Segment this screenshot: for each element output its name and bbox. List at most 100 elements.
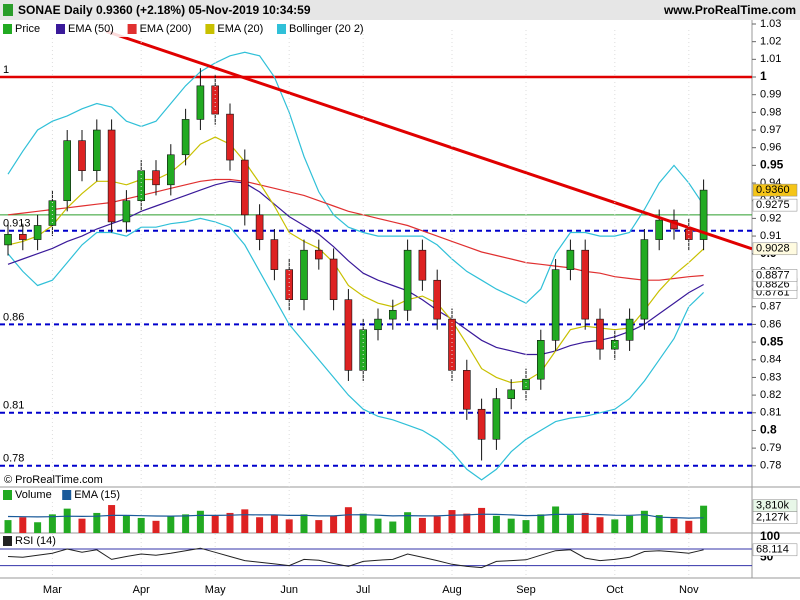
legend-label: Price (15, 23, 40, 35)
volume-bar (700, 505, 708, 533)
candle-body (625, 318, 634, 341)
candle-body (581, 249, 590, 320)
value-tag-label: 68.114 (756, 544, 789, 556)
volume-bar (270, 515, 278, 533)
candle-body (507, 389, 516, 399)
volume-bar (108, 505, 116, 533)
y-tick-label: 100 (760, 529, 780, 543)
volume-bar (344, 507, 352, 533)
price-plot (0, 30, 752, 481)
legend-label: RSI (14) (15, 535, 56, 547)
candle-body (285, 269, 294, 300)
y-tick-label: 0.95 (760, 158, 784, 172)
value-tag (752, 511, 798, 525)
y-tick-label: 0.99 (760, 89, 781, 101)
candle-body (329, 258, 338, 300)
volume-bar (374, 518, 382, 533)
candle-body (33, 225, 42, 240)
value-tag-label: 2,127k (756, 512, 790, 524)
candle-body (18, 233, 27, 240)
level-label: 0.913 (3, 218, 31, 230)
y-tick-label: 0.97 (760, 124, 781, 136)
value-tag (752, 543, 798, 557)
volume-bar (137, 517, 145, 533)
volume-bar (78, 518, 86, 533)
y-tick-label: 0.8 (760, 423, 777, 437)
y-tick-label: 0.91 (760, 230, 781, 242)
y-tick-label: 0.78 (760, 460, 781, 472)
legend-swatch (3, 490, 12, 500)
candle-body (300, 249, 308, 300)
volume-bar (626, 515, 634, 533)
volume-bar (152, 520, 160, 533)
y-tick-label: 0.83 (760, 371, 781, 383)
volume-bar (463, 513, 471, 533)
legend-bg (0, 535, 70, 548)
legend-swatch (62, 490, 72, 500)
legend-swatch (56, 24, 65, 34)
candle-body (551, 269, 560, 341)
volume-bar (537, 514, 545, 533)
header-bar (0, 0, 800, 20)
volume-bar (4, 520, 12, 533)
candle-body (196, 85, 205, 120)
volume-bar (330, 515, 338, 533)
volume-bar (359, 513, 367, 533)
volume-bar (566, 515, 574, 533)
y-tick-label: 0.81 (760, 407, 781, 419)
x-tick-label: Aug (442, 584, 462, 596)
value-tag (752, 183, 798, 197)
volume-bar (640, 510, 648, 533)
candle-body (462, 370, 471, 410)
volume-bar (48, 514, 56, 533)
volume-bar (93, 512, 101, 533)
y-tick-label: 0.96 (760, 142, 781, 154)
candle-body (107, 129, 116, 223)
trendline (105, 30, 752, 251)
candle-body (699, 189, 708, 240)
legend-swatch (205, 24, 215, 34)
candle-body (78, 140, 86, 171)
volume-bar (167, 516, 175, 533)
y-tick-label: 1 (760, 69, 767, 83)
candle-body (418, 249, 427, 281)
volume-ema (7, 513, 704, 519)
candle-body (388, 309, 397, 320)
watermark: © ProRealTime.com (4, 474, 103, 486)
candle-body (640, 239, 649, 320)
volume-bar (552, 506, 560, 533)
candle-body (403, 249, 412, 311)
y-tick-label: 0.84 (760, 354, 781, 366)
volume-bar (63, 508, 71, 533)
candle-body (152, 170, 160, 186)
volume-bar (611, 519, 619, 533)
y-tick-label: 0.85 (760, 334, 784, 348)
level-label: 1 (3, 64, 9, 76)
candle-body (122, 200, 131, 223)
y-tick-label: 0.87 (760, 301, 781, 313)
y-tick-label: 0.92 (760, 212, 781, 224)
candle-body (226, 113, 234, 161)
volume-bar (685, 520, 693, 533)
bollinger-lower (7, 217, 705, 481)
legend-swatch (277, 24, 286, 34)
x-tick-label: Sep (516, 584, 536, 596)
x-tick-label: Apr (133, 584, 150, 596)
volume-bar (522, 520, 530, 533)
value-tag-label: 3,810k (756, 500, 790, 512)
x-tick-label: Jun (280, 584, 298, 596)
candle-body (477, 408, 486, 440)
x-tick-label: Jul (356, 584, 370, 596)
rsi-line (7, 547, 704, 569)
candle-body (167, 154, 175, 186)
y-tick-label: 1.02 (760, 36, 781, 48)
volume-bar (433, 516, 441, 533)
volume-bar (211, 515, 219, 533)
y-tick-label: 0.86 (760, 318, 781, 330)
volume-bar (404, 512, 412, 533)
volume-bar (19, 517, 27, 533)
candle-body (93, 129, 101, 171)
candle-body (63, 140, 72, 202)
candle-body (433, 279, 442, 320)
